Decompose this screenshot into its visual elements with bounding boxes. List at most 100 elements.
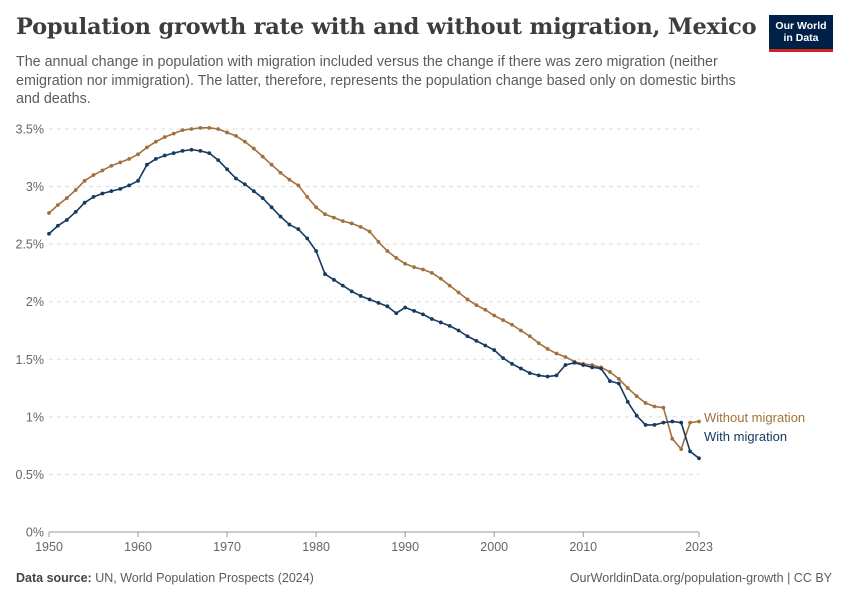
data-point[interactable] (688, 449, 692, 454)
data-point[interactable] (82, 178, 87, 183)
data-point[interactable] (296, 227, 301, 232)
data-point[interactable] (127, 157, 132, 161)
data-point[interactable] (269, 205, 274, 210)
data-point[interactable] (554, 373, 559, 378)
data-point[interactable] (340, 283, 345, 288)
data-point[interactable] (412, 309, 416, 313)
data-point[interactable] (305, 236, 310, 241)
data-point[interactable] (625, 399, 630, 404)
data-point[interactable] (376, 239, 381, 244)
data-point[interactable] (47, 231, 51, 236)
data-point[interactable] (519, 328, 523, 333)
data-point[interactable] (456, 328, 461, 333)
data-point[interactable] (269, 162, 274, 167)
data-point[interactable] (136, 152, 140, 157)
data-point[interactable] (456, 290, 461, 295)
data-point[interactable] (260, 154, 265, 159)
data-point[interactable] (510, 361, 514, 366)
data-point[interactable] (73, 188, 78, 192)
data-point[interactable] (153, 157, 158, 161)
data-point[interactable] (260, 196, 265, 200)
data-point[interactable] (661, 420, 666, 425)
data-point[interactable] (358, 294, 363, 298)
data-point[interactable] (697, 456, 701, 461)
data-point[interactable] (447, 283, 452, 288)
data-point[interactable] (242, 139, 247, 144)
data-point[interactable] (554, 351, 559, 356)
data-point[interactable] (527, 371, 532, 376)
data-point[interactable] (492, 348, 497, 352)
data-point[interactable] (73, 210, 78, 214)
data-point[interactable] (403, 261, 408, 266)
data-point[interactable] (323, 272, 327, 276)
data-point[interactable] (100, 191, 105, 196)
data-point[interactable] (234, 176, 238, 181)
data-point[interactable] (661, 405, 666, 410)
data-point[interactable] (278, 170, 283, 175)
data-point[interactable] (688, 420, 692, 425)
data-point[interactable] (608, 370, 612, 374)
data-point[interactable] (527, 334, 532, 339)
data-point[interactable] (242, 182, 247, 187)
data-point[interactable] (367, 229, 372, 234)
data-point[interactable] (563, 363, 568, 367)
data-point[interactable] (145, 162, 149, 167)
data-point[interactable] (670, 436, 675, 441)
data-point[interactable] (376, 300, 381, 305)
data-point[interactable] (349, 221, 354, 226)
data-point[interactable] (162, 135, 167, 139)
data-point[interactable] (91, 173, 96, 177)
data-point[interactable] (572, 360, 577, 365)
data-point[interactable] (394, 311, 399, 316)
data-point[interactable] (421, 312, 425, 317)
data-point[interactable] (225, 130, 229, 135)
data-point[interactable] (82, 200, 87, 205)
data-point[interactable] (447, 323, 452, 328)
data-point[interactable] (545, 347, 550, 351)
data-point[interactable] (207, 151, 212, 156)
data-point[interactable] (171, 131, 176, 136)
data-point[interactable] (510, 322, 514, 327)
data-point[interactable] (697, 419, 701, 424)
data-point[interactable] (385, 304, 390, 309)
data-point[interactable] (56, 223, 60, 228)
data-point[interactable] (349, 289, 354, 294)
data-point[interactable] (367, 297, 372, 302)
data-point[interactable] (581, 363, 586, 367)
data-point[interactable] (616, 376, 621, 381)
data-point[interactable] (180, 128, 185, 133)
data-point[interactable] (234, 134, 238, 138)
footer-url[interactable]: OurWorldinData.org/population-growth | C… (569, 571, 832, 585)
data-point[interactable] (278, 214, 283, 219)
data-point[interactable] (91, 195, 96, 199)
data-point[interactable] (118, 186, 123, 191)
data-point[interactable] (153, 139, 158, 144)
data-point[interactable] (465, 334, 470, 339)
data-point[interactable] (616, 381, 621, 386)
data-point[interactable] (501, 356, 506, 361)
data-point[interactable] (332, 215, 336, 220)
data-point[interactable] (162, 153, 167, 158)
data-point[interactable] (287, 177, 292, 182)
data-point[interactable] (474, 338, 479, 343)
data-point[interactable] (198, 125, 203, 130)
data-point[interactable] (634, 394, 639, 399)
series-line[interactable] (48, 127, 700, 450)
data-point[interactable] (340, 219, 345, 224)
series-label[interactable]: Without migration (704, 410, 805, 425)
data-point[interactable] (296, 183, 301, 188)
data-point[interactable] (118, 160, 123, 165)
data-point[interactable] (216, 158, 221, 162)
data-point[interactable] (225, 167, 229, 172)
data-point[interactable] (679, 420, 684, 425)
data-point[interactable] (251, 189, 256, 194)
data-point[interactable] (323, 212, 327, 217)
data-point[interactable] (287, 222, 292, 227)
data-point[interactable] (590, 365, 595, 370)
data-point[interactable] (109, 189, 114, 194)
data-point[interactable] (501, 318, 506, 323)
data-point[interactable] (251, 146, 256, 151)
data-point[interactable] (519, 366, 523, 371)
data-point[interactable] (625, 386, 630, 390)
data-point[interactable] (679, 447, 684, 451)
